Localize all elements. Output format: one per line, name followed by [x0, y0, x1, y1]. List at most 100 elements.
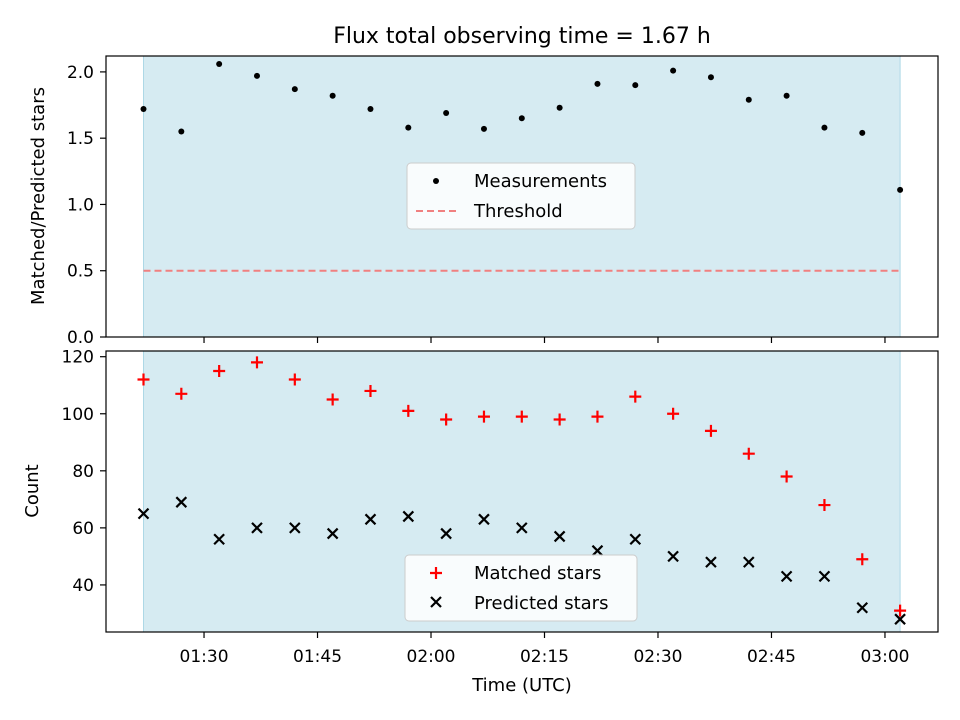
matched-stars-points: [137, 356, 907, 617]
count-x-tick-label: 01:45: [293, 647, 342, 667]
chart-title: Flux total observing time = 1.67 h: [333, 24, 711, 49]
measurement-point: [140, 106, 147, 113]
predicted-star-point: [553, 530, 566, 543]
predicted-star-point: [591, 544, 604, 557]
measurement-point: [178, 128, 185, 135]
predicted-star-point: [856, 601, 869, 614]
matched-star-point: [818, 499, 831, 512]
matched-star-point: [137, 373, 150, 386]
ratio-y-tick-label: 1.5: [67, 129, 94, 149]
matched-star-point: [440, 413, 453, 426]
matched-star-point: [515, 410, 528, 423]
predicted-star-point: [402, 510, 415, 523]
measurement-point: [897, 186, 904, 193]
matched-star-point: [591, 410, 604, 423]
legend-predicted-marker: [430, 596, 442, 608]
count-y-tick-label: 100: [62, 405, 94, 425]
predicted-star-point: [780, 570, 793, 583]
count-y-tick-label: 60: [72, 519, 94, 539]
measurement-point: [405, 124, 412, 131]
predicted-star-point: [289, 522, 301, 534]
measurement-point: [670, 67, 677, 74]
measurement-point: [594, 80, 601, 87]
predicted-star-point: [251, 522, 263, 534]
matched-star-point: [402, 404, 415, 417]
measurement-point: [216, 60, 223, 67]
matched-star-point: [213, 364, 226, 377]
predicted-star-point: [364, 513, 377, 526]
count-x-axis: 01:30 01:45 02:00 02:15 02:30 02:45 03:00: [180, 632, 909, 667]
predicted-star-point: [478, 513, 490, 526]
count-x-tick-label: 01:30: [180, 647, 229, 667]
matched-star-point: [780, 470, 793, 483]
measurement-points: [140, 60, 904, 193]
count-axes-frame: [105, 350, 939, 633]
count-panel: 40 60 80 100 120 01:30 01:45 02:00 02:15 02:30 02…: [22, 348, 939, 696]
ratio-legend-box: [406, 162, 636, 230]
ratio-y-label: Matched/Predicted stars: [28, 87, 49, 305]
matched-star-point: [704, 424, 717, 437]
matched-star-point: [364, 384, 377, 397]
measurement-point: [291, 86, 298, 93]
count-x-tick-label: 02:00: [407, 647, 456, 667]
ratio-y-tick-label: 0.5: [67, 262, 94, 282]
matched-star-point: [742, 447, 755, 460]
matched-star-point: [629, 390, 642, 403]
legend-matched-marker: [430, 567, 442, 579]
ratio-legend: Measurements Threshold: [406, 162, 636, 230]
ratio-y-tick-label: 0.0: [67, 328, 94, 348]
count-y-tick-label: 120: [62, 348, 94, 368]
matched-star-point: [288, 373, 301, 386]
ratio-x-ticks: [203, 337, 886, 343]
legend-measurement-marker: [433, 178, 439, 184]
matched-star-point: [553, 413, 566, 426]
predicted-star-point: [705, 556, 717, 568]
count-y-tick-label: 40: [72, 576, 94, 596]
predicted-star-point: [667, 550, 679, 563]
count-y-label: Count: [22, 464, 43, 517]
measurement-point: [367, 106, 374, 113]
matched-star-point: [250, 356, 263, 369]
measurement-point: [745, 96, 752, 103]
measurement-point: [632, 82, 639, 89]
predicted-star-point: [326, 527, 339, 540]
measurement-point: [329, 92, 336, 99]
matched-star-point: [326, 393, 339, 406]
count-legend: Matched stars Predicted stars: [404, 554, 638, 622]
measurement-point: [443, 109, 450, 116]
measurement-point: [821, 124, 828, 131]
predicted-stars-points: [137, 496, 906, 625]
predicted-star-point: [894, 613, 906, 625]
predicted-star-point: [516, 522, 528, 534]
measurement-point: [480, 125, 487, 132]
legend-predicted-label: Predicted stars: [474, 593, 608, 614]
measurement-point: [707, 74, 714, 81]
measurement-point: [253, 72, 260, 79]
ratio-axes-frame: [105, 55, 939, 338]
matched-star-point: [175, 387, 188, 400]
predicted-star-point: [440, 527, 452, 540]
predicted-star-point: [743, 556, 755, 568]
predicted-star-point: [818, 570, 831, 583]
matched-star-point: [856, 553, 869, 566]
legend-threshold-label: Threshold: [473, 201, 563, 222]
predicted-star-point: [137, 507, 150, 520]
measurement-point: [518, 115, 525, 122]
matched-star-point: [667, 407, 680, 420]
legend-matched-label: Matched stars: [474, 563, 601, 584]
count-x-tick-label: 02:45: [747, 647, 796, 667]
count-x-tick-label: 02:15: [520, 647, 569, 667]
measurement-point: [556, 104, 563, 111]
predicted-star-point: [213, 533, 225, 546]
count-x-tick-label: 02:30: [633, 647, 682, 667]
measurement-point: [859, 129, 866, 136]
x-axis-label: Time (UTC): [471, 675, 572, 696]
ratio-y-tick-label: 2.0: [67, 63, 94, 83]
measurement-point: [783, 92, 790, 99]
ratio-y-tick-label: 1.0: [67, 195, 94, 215]
legend-measurements-label: Measurements: [474, 171, 607, 192]
count-x-tick-label: 03:00: [860, 647, 909, 667]
count-legend-box: [404, 554, 638, 622]
predicted-star-point: [175, 496, 188, 508]
